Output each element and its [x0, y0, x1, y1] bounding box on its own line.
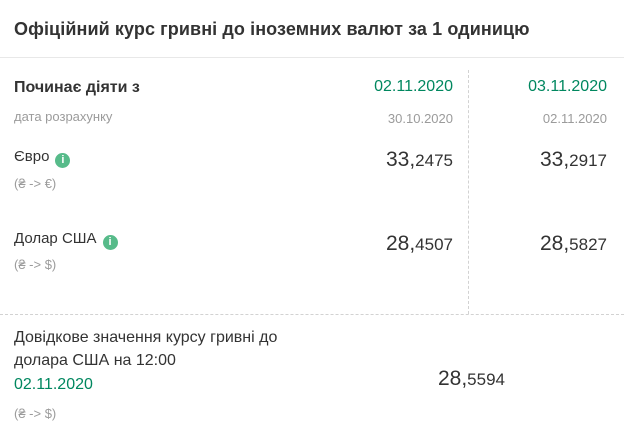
rate-euro-col1: 33,2475	[293, 148, 453, 172]
rate-fraction: 5827	[569, 235, 607, 254]
reference-currency-pair: (₴ -> $)	[14, 406, 57, 421]
rate-usd-col2: 28,5827	[470, 232, 607, 256]
reference-date: 02.11.2020	[14, 376, 93, 393]
reference-text-line1: Довідкове значення курсу гривні до	[14, 329, 278, 346]
rate-integer: 33,	[539, 148, 570, 171]
reference-rate-value: 28,5594	[345, 367, 505, 391]
table-row-usd-label: Долар США i	[14, 230, 118, 250]
rate-integer: 28,	[437, 367, 468, 390]
info-icon[interactable]: i	[55, 153, 71, 168]
currency-name-euro: Євро	[14, 148, 50, 165]
section-divider-dashed	[0, 314, 624, 315]
page-title: Офіційний курс гривні до іноземних валют…	[14, 19, 530, 39]
currency-pair-usd: (₴ -> $)	[14, 257, 57, 272]
rate-usd-col1: 28,4507	[293, 232, 453, 256]
table-row-euro-label: Євро i	[14, 148, 71, 168]
currency-pair-euro: (₴ -> €)	[14, 176, 57, 191]
header-calc-label: дата розрахунку	[14, 109, 113, 124]
col1-calc-date: 30.10.2020	[387, 111, 453, 126]
title-divider	[0, 57, 624, 58]
header-effective-label: Починає діяти з	[14, 79, 140, 96]
info-icon[interactable]: i	[102, 235, 118, 250]
col2-effective-date: 03.11.2020	[528, 78, 607, 95]
col2-calc-date: 02.11.2020	[542, 111, 607, 126]
rate-fraction: 5594	[467, 370, 505, 389]
rate-fraction: 2917	[569, 151, 607, 170]
rate-integer: 33,	[385, 148, 416, 171]
reference-text-line2: долара США на 12:00	[14, 352, 176, 369]
rate-integer: 28,	[385, 232, 416, 255]
rate-euro-col2: 33,2917	[470, 148, 607, 172]
currency-name-usd: Долар США	[14, 230, 97, 247]
col1-effective-date: 02.11.2020	[374, 78, 453, 95]
rate-fraction: 4507	[415, 235, 453, 254]
column-divider-dashed	[468, 70, 469, 314]
rate-fraction: 2475	[415, 151, 453, 170]
rate-integer: 28,	[539, 232, 570, 255]
